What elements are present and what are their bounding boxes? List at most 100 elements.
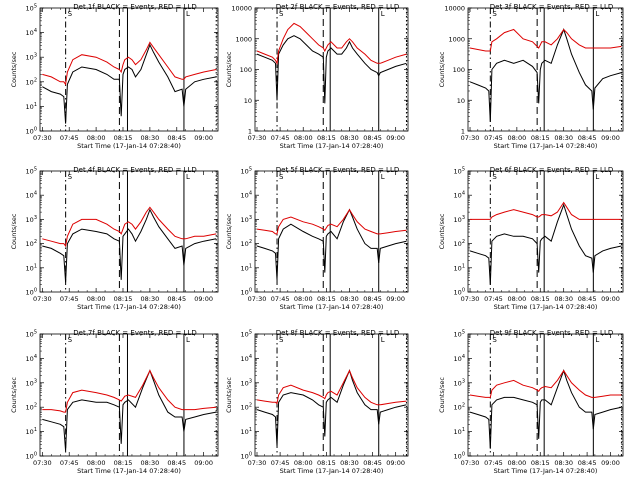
series-line-lld bbox=[469, 369, 622, 398]
x-tick-label: 07:45 bbox=[60, 459, 79, 467]
y-tick-label: 105 bbox=[454, 167, 465, 176]
x-tick-label: 08:45 bbox=[167, 295, 186, 303]
y-axis-label: Counts/sec bbox=[225, 377, 233, 413]
y-tick-label: 102 bbox=[241, 403, 252, 412]
y-tick-label: 103 bbox=[454, 215, 465, 224]
y-axis-label: Counts/sec bbox=[438, 51, 446, 87]
x-tick-label: 08:15 bbox=[114, 134, 133, 142]
x-tick-label: 07:45 bbox=[271, 295, 290, 303]
series-group bbox=[256, 208, 407, 280]
series-group bbox=[469, 201, 622, 285]
x-axis-label: Start Time (17-Jan-14 07:28:40) bbox=[280, 303, 384, 311]
axes-frame bbox=[39, 333, 219, 457]
x-tick-label: 08:30 bbox=[340, 295, 359, 303]
x-tick-label: 07:30 bbox=[248, 295, 267, 303]
axes-frame bbox=[467, 7, 624, 132]
x-tick-label: 08:45 bbox=[578, 134, 597, 142]
x-tick-label: 08:45 bbox=[363, 459, 382, 467]
y-tick-label: 102 bbox=[26, 239, 37, 248]
x-tick-label: 08:45 bbox=[167, 134, 186, 142]
marker-glyph-l: L bbox=[186, 336, 190, 344]
series-line-lld bbox=[256, 208, 407, 235]
x-tick-label: 08:00 bbox=[87, 134, 106, 142]
x-axis-label: Start Time (17-Jan-14 07:28:40) bbox=[280, 467, 384, 475]
marker-glyph-l: L bbox=[595, 10, 599, 18]
series-line-events bbox=[42, 208, 217, 283]
x-tick-label: 08:30 bbox=[340, 459, 359, 467]
series-line-lld bbox=[256, 369, 407, 406]
axes-frame bbox=[254, 333, 409, 457]
x-tick-label: 08:30 bbox=[554, 459, 573, 467]
marker-glyph-l: L bbox=[595, 336, 599, 344]
x-tick-label: 08:30 bbox=[141, 295, 160, 303]
x-tick-label: 08:00 bbox=[294, 295, 313, 303]
y-tick-label: 101 bbox=[26, 102, 37, 111]
y-tick-label: 100 bbox=[454, 452, 465, 461]
x-tick-label: 08:15 bbox=[531, 134, 550, 142]
marker-glyph-l: L bbox=[186, 173, 190, 181]
marker-glyph-s: S bbox=[492, 173, 497, 181]
x-axis-label: Start Time (17-Jan-14 07:28:40) bbox=[494, 142, 598, 150]
x-tick-label: 07:30 bbox=[461, 295, 480, 303]
series-line-lld bbox=[256, 22, 407, 65]
x-tick-label: 08:15 bbox=[317, 459, 336, 467]
series-line-events bbox=[469, 203, 622, 285]
y-tick-label: 102 bbox=[454, 239, 465, 248]
y-tick-label: 102 bbox=[26, 403, 37, 412]
x-tick-label: 09:00 bbox=[194, 134, 213, 142]
x-axis-label: Start Time (17-Jan-14 07:28:40) bbox=[77, 467, 181, 475]
y-tick-label: 1 bbox=[248, 128, 252, 136]
x-axis-label: Start Time (17-Jan-14 07:28:40) bbox=[77, 142, 181, 150]
y-tick-label: 104 bbox=[241, 191, 252, 200]
axes-frame bbox=[467, 170, 624, 293]
marker-glyph-s: S bbox=[68, 10, 73, 18]
axes-frame bbox=[467, 333, 624, 457]
chart-panel-9: 100 101 102 103 104 105 07:30 07:45 08:00 08:15 08… bbox=[438, 329, 624, 475]
y-tick-label: 100 bbox=[241, 452, 252, 461]
x-tick-label: 07:45 bbox=[60, 295, 79, 303]
series-line-lld bbox=[469, 28, 622, 52]
x-tick-label: 08:00 bbox=[507, 459, 526, 467]
series-line-lld bbox=[42, 206, 217, 248]
series-line-events bbox=[256, 208, 407, 280]
chart-panel-2: 1 10 100 1000 10000 07:30 07:45 08:00 08:15 08:30… bbox=[225, 3, 409, 150]
panel-title: Det 8f BLACK = Events, RED = LLD bbox=[276, 329, 399, 337]
y-tick-label: 104 bbox=[241, 354, 252, 363]
y-tick-label: 105 bbox=[241, 330, 252, 339]
series-group bbox=[42, 41, 217, 124]
y-tick-label: 102 bbox=[26, 77, 37, 86]
panel-title: Det 2f BLACK = Events, RED = LLD bbox=[276, 3, 399, 11]
x-tick-label: 07:30 bbox=[33, 295, 52, 303]
marker-glyph-s: S bbox=[279, 10, 284, 18]
y-tick-label: 100 bbox=[26, 452, 37, 461]
y-tick-label: 103 bbox=[241, 378, 252, 387]
y-axis-label: Counts/sec bbox=[225, 213, 233, 249]
x-tick-label: 09:00 bbox=[194, 459, 213, 467]
y-tick-label: 105 bbox=[26, 330, 37, 339]
x-axis-label: Start Time (17-Jan-14 07:28:40) bbox=[77, 303, 181, 311]
y-tick-label: 100 bbox=[241, 288, 252, 297]
x-tick-label: 08:15 bbox=[114, 295, 133, 303]
y-tick-label: 101 bbox=[454, 263, 465, 272]
y-tick-label: 101 bbox=[241, 263, 252, 272]
y-tick-label: 100 bbox=[26, 127, 37, 136]
series-line-lld bbox=[470, 201, 622, 220]
x-tick-label: 07:30 bbox=[248, 134, 267, 142]
x-axis-label: Start Time (17-Jan-14 07:28:40) bbox=[494, 303, 598, 311]
marker-glyph-l: L bbox=[381, 336, 385, 344]
x-tick-label: 09:00 bbox=[386, 134, 405, 142]
series-line-events bbox=[42, 369, 217, 452]
chart-panel-7: 100 101 102 103 104 105 07:30 07:45 08:00 08:15 08… bbox=[10, 329, 219, 475]
x-tick-label: 09:00 bbox=[601, 134, 620, 142]
chart-panel-4: 100 101 102 103 104 105 07:30 07:45 08:00 08:15 08… bbox=[10, 166, 219, 311]
x-tick-label: 08:00 bbox=[294, 459, 313, 467]
y-tick-label: 103 bbox=[26, 378, 37, 387]
y-axis-label: Counts/sec bbox=[438, 377, 446, 413]
x-axis-label: Start Time (17-Jan-14 07:28:40) bbox=[280, 142, 384, 150]
panel-title: Det 6f BLACK = Events, RED = LLD bbox=[490, 166, 613, 174]
axes-frame bbox=[39, 170, 219, 293]
panel-title: Det 7f BLACK = Events, RED = LLD bbox=[73, 329, 196, 337]
y-tick-label: 104 bbox=[26, 191, 37, 200]
y-tick-label: 101 bbox=[26, 427, 37, 436]
